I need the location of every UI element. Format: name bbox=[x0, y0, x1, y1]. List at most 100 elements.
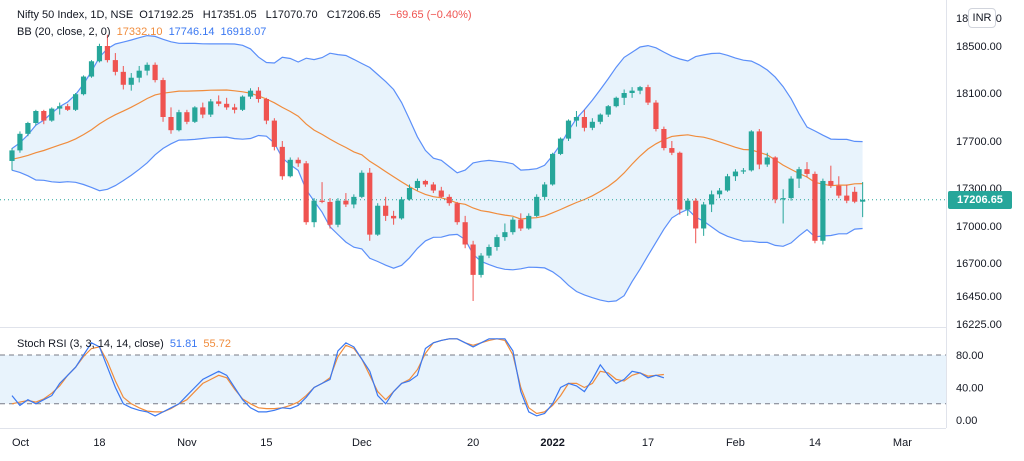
candle-body bbox=[319, 200, 325, 202]
candle-body bbox=[383, 205, 389, 216]
candle-body bbox=[860, 199, 866, 202]
candle-body bbox=[88, 61, 95, 77]
candle-body bbox=[335, 200, 341, 225]
candle-body bbox=[788, 178, 794, 199]
candle-body bbox=[844, 195, 850, 201]
high-label: H bbox=[202, 9, 211, 21]
candle-body bbox=[65, 106, 71, 110]
candle-body bbox=[542, 184, 548, 197]
candle-body bbox=[685, 200, 691, 210]
stoch-tick-label: 40.00 bbox=[956, 383, 984, 395]
bb-lower-value: 16918.07 bbox=[220, 26, 267, 38]
candle-body bbox=[661, 129, 667, 149]
change-value: −69.65 (−0.40%) bbox=[389, 9, 472, 21]
candle-body bbox=[80, 76, 87, 95]
candle-body bbox=[589, 121, 595, 128]
candle-body bbox=[852, 191, 858, 202]
candle-body bbox=[232, 107, 238, 110]
candle-body bbox=[637, 87, 643, 91]
bb-lower-line bbox=[11, 134, 863, 303]
candle-body bbox=[406, 188, 413, 200]
candle-body bbox=[629, 90, 635, 93]
close-value: 17206.65 bbox=[334, 9, 381, 21]
price-tick-label: 17000.00 bbox=[956, 221, 1002, 233]
last-price-tag: 17206.65 bbox=[948, 191, 1012, 209]
close-label: C bbox=[326, 9, 335, 21]
candle-body bbox=[772, 157, 778, 200]
candle-body bbox=[438, 190, 444, 197]
candle-body bbox=[748, 131, 754, 171]
candle-body bbox=[391, 215, 397, 219]
bb-upper-line bbox=[11, 34, 863, 174]
currency-button[interactable]: INR bbox=[968, 8, 996, 28]
bb-label: BB (20, close, 2, 0) bbox=[17, 26, 111, 38]
price-tick-label: 16225.00 bbox=[956, 319, 1002, 331]
candle-body bbox=[836, 185, 842, 196]
candle-body bbox=[33, 111, 39, 123]
candle-body bbox=[176, 112, 182, 131]
candle-body bbox=[343, 200, 349, 205]
candle-body bbox=[478, 255, 484, 275]
candle-body bbox=[732, 171, 739, 177]
candle-body bbox=[454, 203, 460, 223]
candle-body bbox=[669, 148, 675, 153]
symbol-label: Nifty 50 Index, 1D, NSE bbox=[17, 9, 134, 21]
candle-body bbox=[414, 180, 421, 188]
candle-body bbox=[208, 101, 214, 115]
candle-body bbox=[279, 146, 285, 177]
bb-upper-value: 17746.14 bbox=[168, 26, 215, 38]
candle-body bbox=[597, 114, 603, 122]
candle-body bbox=[120, 71, 126, 85]
bb-legend: BB (20, close, 2, 0) 17332.10 17746.14 1… bbox=[17, 25, 269, 39]
candle-body bbox=[263, 99, 269, 121]
stoch-k-value: 51.81 bbox=[169, 338, 198, 350]
candle-body bbox=[216, 101, 222, 104]
low-value: 17070.70 bbox=[271, 9, 318, 21]
candle-body bbox=[470, 244, 476, 275]
candle-body bbox=[303, 163, 309, 223]
candle-body bbox=[764, 157, 770, 165]
open-value: 17192.25 bbox=[147, 9, 194, 21]
candle-body bbox=[49, 108, 55, 121]
candle-body bbox=[613, 97, 619, 107]
candle-body bbox=[160, 80, 166, 117]
candle-body bbox=[804, 169, 810, 174]
price-tick-label: 17700.00 bbox=[956, 136, 1002, 148]
bb-basis-value: 17332.10 bbox=[116, 26, 163, 38]
candle-body bbox=[359, 172, 365, 197]
candle-body bbox=[128, 77, 134, 85]
candle-body bbox=[510, 219, 516, 233]
candle-body bbox=[224, 103, 230, 108]
candle-body bbox=[645, 87, 651, 103]
candle-body bbox=[565, 120, 572, 139]
candle-body bbox=[573, 117, 580, 121]
candle-body bbox=[605, 106, 611, 115]
candle-body bbox=[255, 90, 262, 99]
time-tick-label: Nov bbox=[177, 437, 197, 449]
time-tick-label: 20 bbox=[467, 437, 479, 449]
stoch-tick-label: 0.00 bbox=[956, 415, 977, 427]
candle-body bbox=[200, 107, 206, 115]
candle-body bbox=[701, 204, 707, 229]
price-tick-label: 18100.00 bbox=[956, 88, 1002, 100]
candle-body bbox=[184, 112, 190, 122]
candle-body bbox=[534, 196, 540, 216]
candle-body bbox=[812, 173, 818, 241]
candle-body bbox=[462, 222, 468, 245]
candle-body bbox=[653, 102, 659, 129]
price-tick-label: 16700.00 bbox=[956, 258, 1002, 270]
candle-body bbox=[430, 184, 436, 191]
candle-body bbox=[367, 172, 373, 235]
candle-body bbox=[677, 152, 683, 210]
time-tick-label: 17 bbox=[642, 437, 654, 449]
candle-body bbox=[9, 150, 15, 161]
stoch-label: Stoch RSI (3, 3, 14, 14, close) bbox=[17, 338, 164, 350]
candle-body bbox=[311, 200, 317, 223]
candle-body bbox=[581, 117, 587, 128]
candle-body bbox=[526, 215, 532, 229]
candle-body bbox=[327, 201, 333, 225]
candle-body bbox=[73, 94, 79, 110]
candle-body bbox=[287, 159, 293, 177]
candle-body bbox=[693, 200, 699, 229]
